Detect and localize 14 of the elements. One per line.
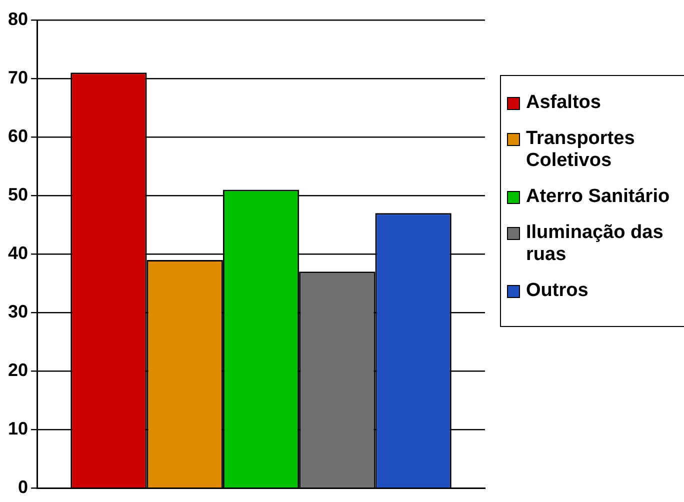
- y-tick-label: 80: [8, 8, 28, 29]
- y-tick-label: 0: [18, 477, 28, 498]
- y-tick-label: 60: [8, 126, 28, 146]
- legend-label: Aterro Sanitário: [526, 186, 670, 208]
- y-tick-label: 20: [8, 360, 28, 380]
- legend-label: Transportes Coletivos: [526, 128, 636, 172]
- y-tick-label: 40: [8, 243, 28, 264]
- legend-label: Asfaltos: [526, 92, 601, 114]
- legend-label: Outros: [526, 280, 588, 302]
- legend-label: Iluminação das ruas: [526, 222, 664, 266]
- y-tick-label: 50: [8, 184, 28, 205]
- y-tick-label: 30: [8, 302, 28, 322]
- y-tick-label: 70: [8, 67, 28, 88]
- y-tick-label: 10: [8, 418, 28, 439]
